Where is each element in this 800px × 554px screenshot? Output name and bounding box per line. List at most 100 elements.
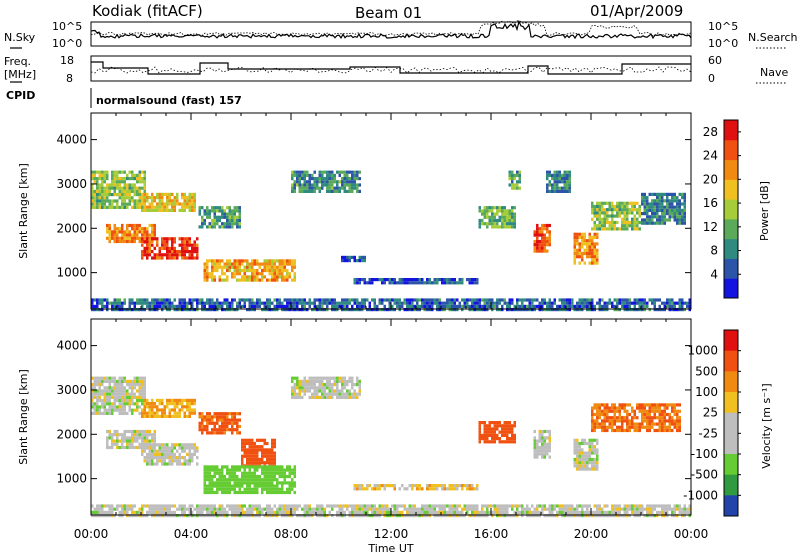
heatmap-cell — [306, 504, 309, 508]
heatmap-cell — [386, 514, 389, 518]
heatmap-cell — [318, 180, 321, 184]
heatmap-cell — [133, 510, 136, 514]
heatmap-cell — [123, 236, 126, 240]
heatmap-cell — [278, 471, 281, 475]
heatmap-cell — [413, 281, 416, 285]
heatmap-cell — [561, 308, 564, 312]
heatmap-cell — [188, 408, 191, 412]
heatmap-cell — [103, 514, 106, 518]
heatmap-cell — [661, 419, 664, 423]
heatmap-cell — [176, 405, 179, 409]
heatmap-cell — [481, 222, 484, 226]
heatmap-cell — [588, 298, 591, 302]
heatmap-cell — [666, 428, 669, 433]
heatmap-cell — [311, 376, 314, 380]
heatmap-cell — [436, 487, 439, 491]
heatmap-cell — [248, 471, 251, 475]
heatmap-cell — [676, 212, 679, 216]
heatmap-cell — [301, 379, 304, 383]
heatmap-cell — [261, 487, 264, 491]
heatmap-cell — [351, 173, 354, 177]
heatmap-cell — [331, 308, 334, 312]
heatmap-cell — [471, 510, 474, 514]
heatmap-cell — [363, 487, 366, 491]
heatmap-cell — [103, 298, 106, 302]
heatmap-cell — [271, 514, 274, 518]
heatmap-cell — [296, 383, 299, 387]
heatmap-cell — [678, 403, 681, 407]
heatmap-cell — [163, 243, 166, 247]
heatmap-cell — [111, 308, 114, 312]
heatmap-cell — [233, 272, 236, 276]
heatmap-cell — [576, 255, 579, 259]
heatmap-cell — [523, 298, 526, 302]
heatmap-cell — [278, 259, 281, 263]
heatmap-cell — [523, 507, 526, 511]
heatmap-cell — [338, 392, 341, 396]
heatmap-cell — [596, 422, 599, 426]
heatmap-cell — [191, 308, 194, 312]
heatmap-cell — [221, 474, 224, 479]
heatmap-cell — [266, 262, 269, 266]
heatmap-cell — [538, 243, 541, 247]
heatmap-cell — [321, 386, 324, 390]
heatmap-cell — [236, 262, 239, 266]
heatmap-cell — [173, 456, 176, 460]
heatmap-cell — [538, 445, 541, 450]
heatmap-cell — [151, 196, 154, 200]
heatmap-cell — [221, 504, 224, 508]
heatmap-cell — [151, 452, 154, 456]
heatmap-cell — [141, 411, 144, 415]
heatmap-cell — [136, 230, 139, 234]
heatmap-cell — [581, 251, 584, 256]
heatmap-cell — [138, 389, 141, 393]
heatmap-cell — [641, 409, 644, 413]
heatmap-cell — [188, 514, 191, 518]
heatmap-cell — [518, 504, 521, 508]
heatmap-cell — [218, 215, 221, 219]
heatmap-cell — [253, 259, 256, 263]
heatmap-cell — [136, 173, 139, 177]
heatmap-cell — [183, 443, 186, 447]
heatmap-cell — [258, 448, 261, 452]
heatmap-cell — [216, 259, 219, 263]
heatmap-cell — [581, 461, 584, 465]
heatmap-cell — [198, 225, 201, 229]
heatmap-cell — [676, 419, 679, 423]
heatmap-cell — [651, 416, 654, 420]
heatmap-cell — [588, 451, 591, 455]
heatmap-cell — [621, 201, 624, 205]
heatmap-cell — [146, 414, 149, 418]
heatmap-cell — [311, 177, 314, 181]
heatmap-cell — [473, 304, 476, 308]
heatmap-cell — [471, 484, 474, 488]
heatmap-cell — [213, 262, 216, 266]
heatmap-cell — [241, 445, 244, 449]
heatmap-cell — [151, 304, 154, 308]
heatmap-cell — [121, 196, 124, 200]
heatmap-cell — [346, 255, 349, 259]
heatmap-cell — [143, 308, 146, 312]
heatmap-cell — [253, 457, 256, 462]
heatmap-cell — [201, 415, 204, 419]
heatmap-cell — [656, 298, 659, 302]
heatmap-cell — [268, 268, 271, 273]
heatmap-cell — [511, 225, 514, 229]
heatmap-cell — [248, 481, 251, 485]
heatmap-cell — [133, 199, 136, 203]
heatmap-cell — [246, 484, 249, 488]
heatmap-cell — [148, 462, 151, 466]
heatmap-cell — [136, 395, 139, 399]
heatmap-cell — [383, 510, 386, 514]
heatmap-cell — [446, 304, 449, 308]
heatmap-cell — [188, 459, 191, 463]
heatmap-cell — [466, 298, 469, 302]
heatmap-cell — [223, 222, 226, 226]
heatmap-cell — [131, 236, 134, 240]
heatmap-cell — [348, 395, 351, 399]
heatmap-cell — [628, 422, 631, 426]
heatmap-cell — [301, 308, 304, 312]
heatmap-cell — [283, 275, 286, 279]
heatmap-cell — [163, 510, 166, 514]
heatmap-cell — [158, 199, 161, 203]
